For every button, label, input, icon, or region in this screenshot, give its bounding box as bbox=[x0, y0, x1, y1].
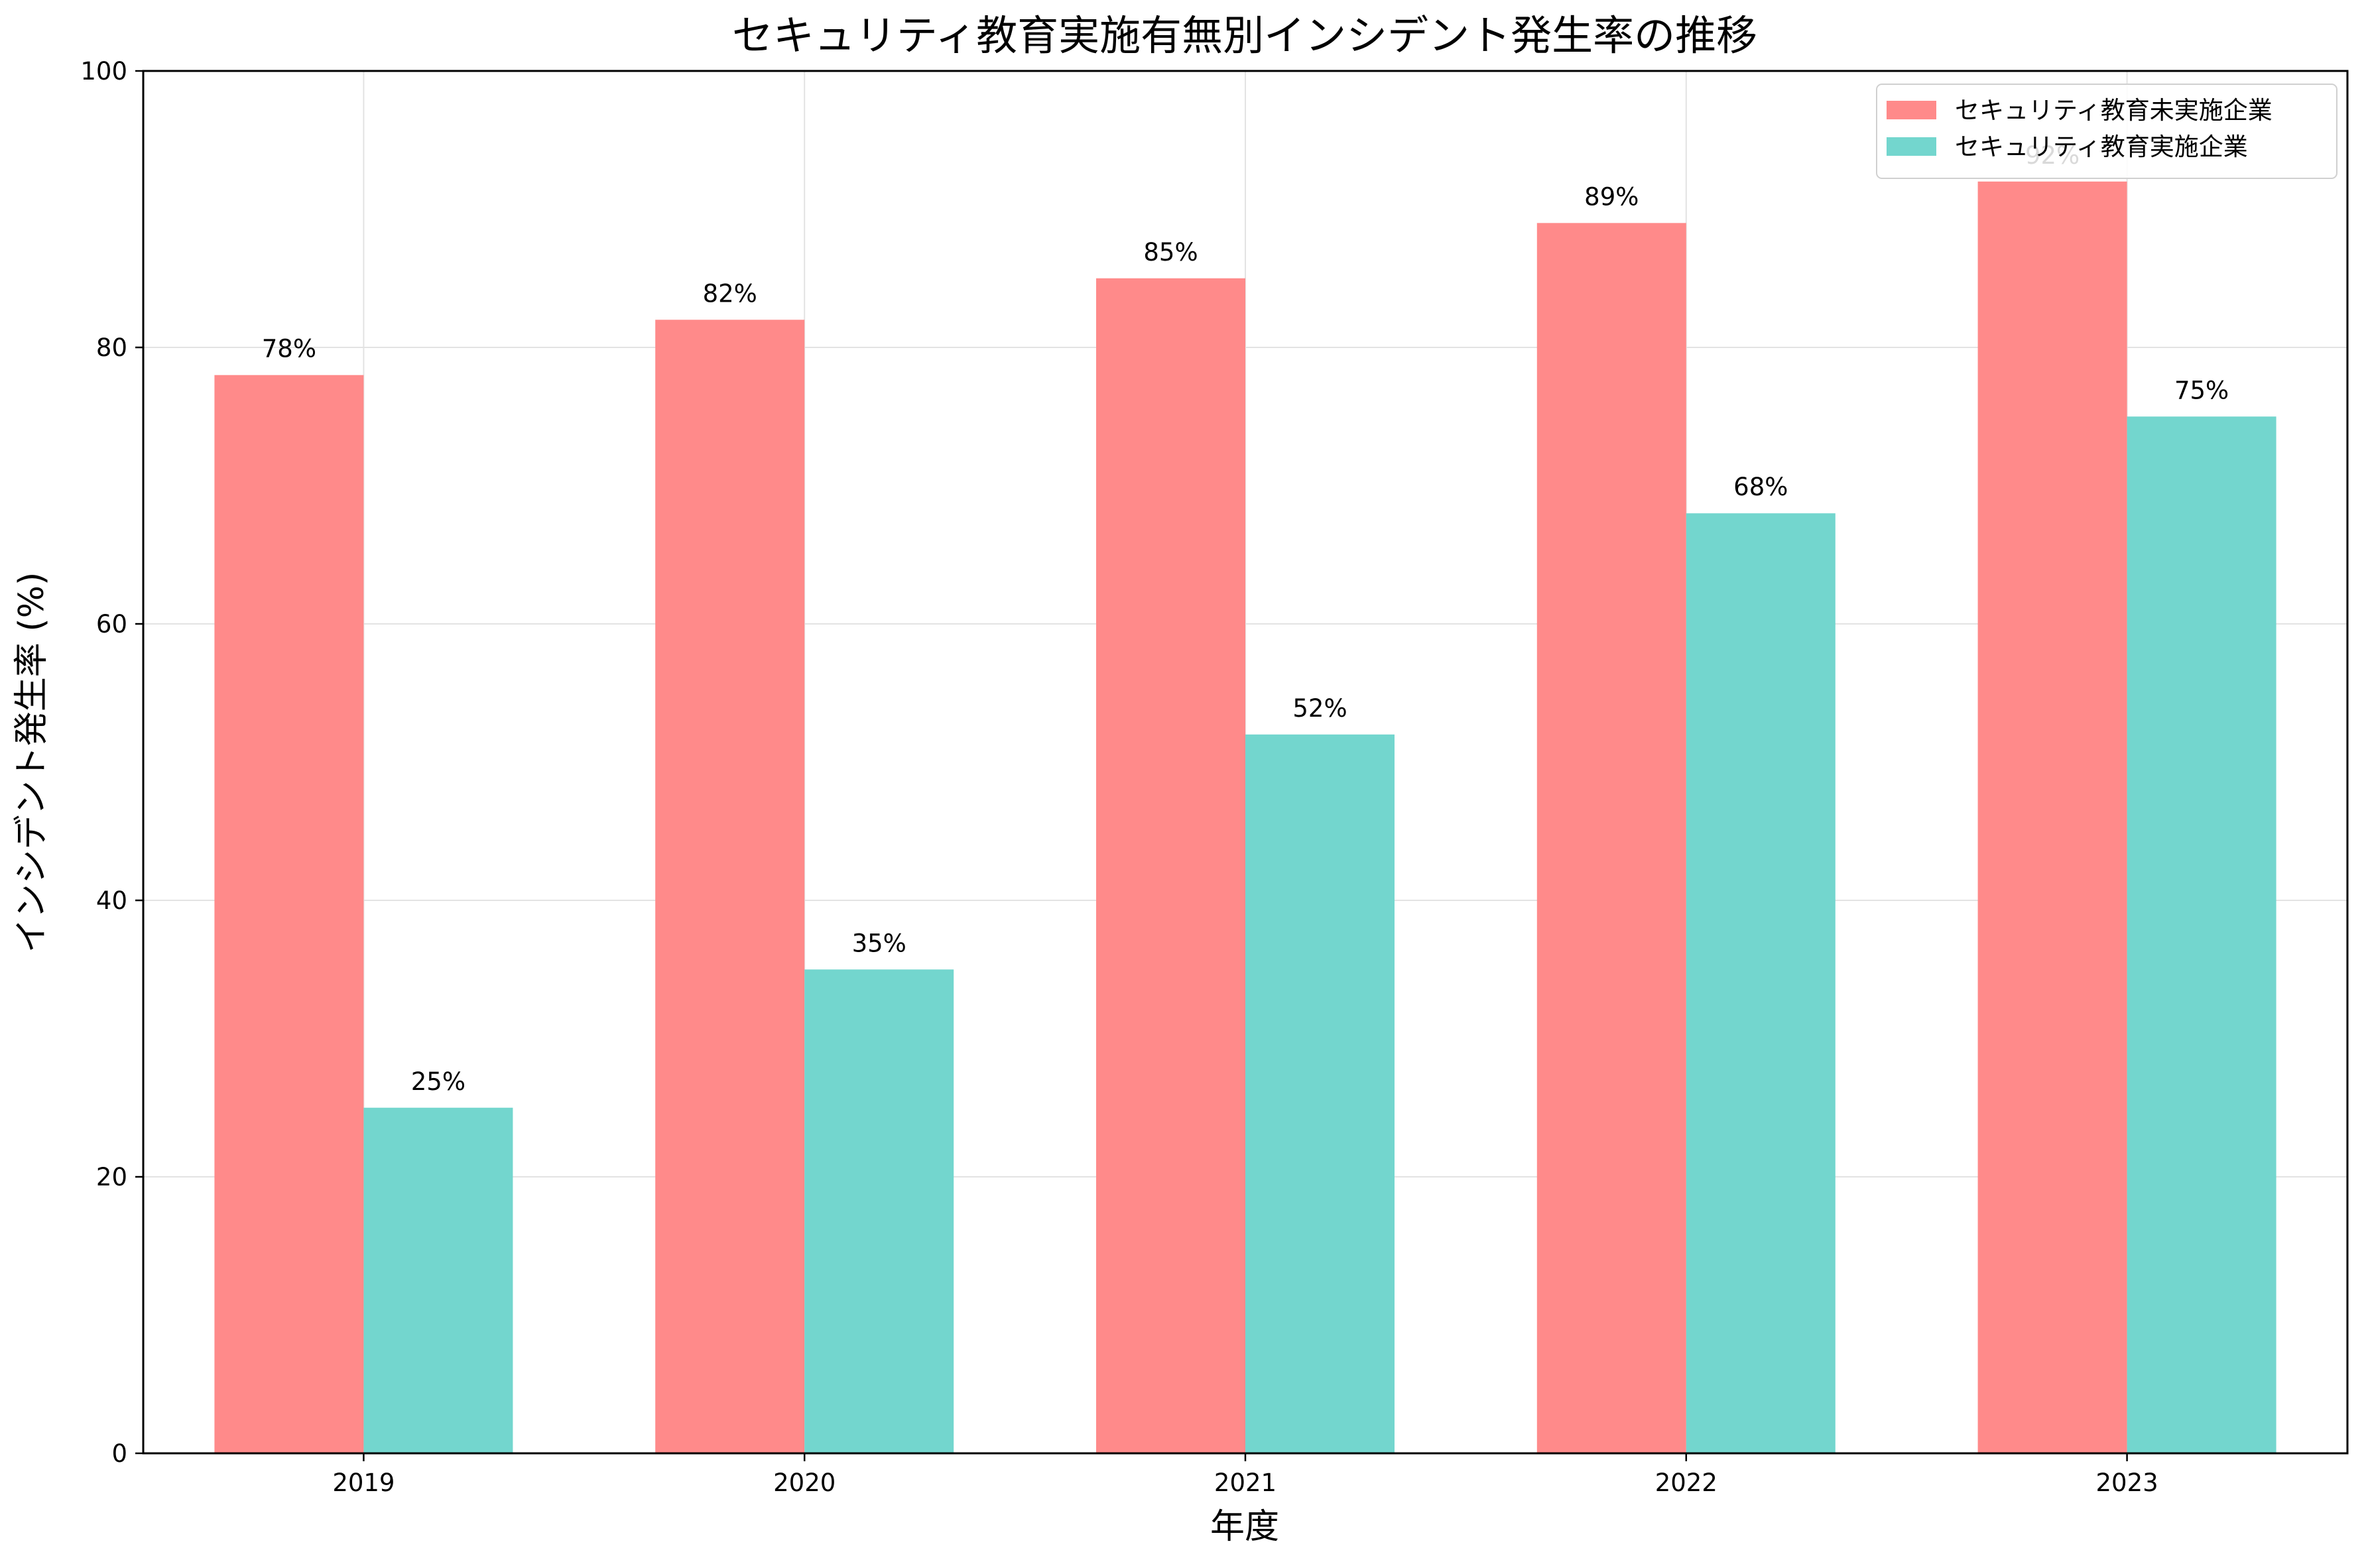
data-label: 25% bbox=[411, 1067, 466, 1096]
legend-swatch bbox=[1887, 137, 1936, 156]
bar-no-training bbox=[214, 375, 364, 1454]
data-label: 68% bbox=[1733, 473, 1788, 501]
chart-title: セキュリティ教育実施有無別インシデント発生率の推移 bbox=[732, 11, 1757, 60]
y-tick-label: 40 bbox=[96, 886, 127, 915]
x-tick-label: 2020 bbox=[773, 1469, 836, 1497]
bar-training bbox=[363, 1107, 513, 1453]
bar-training bbox=[1686, 513, 1836, 1454]
data-label: 85% bbox=[1143, 238, 1198, 267]
y-tick-label: 60 bbox=[96, 610, 127, 638]
y-axis-label: インシデント発生率 (%) bbox=[12, 572, 52, 953]
x-tick-label: 2021 bbox=[1214, 1469, 1276, 1497]
x-axis-label: 年度 bbox=[1210, 1507, 1279, 1547]
bar-no-training bbox=[1096, 278, 1245, 1453]
bar-training bbox=[2127, 416, 2276, 1453]
axis-ticks: 0 20 40 60 80 100 2019 2020 2021 2022 2023 bbox=[80, 57, 2158, 1497]
data-label: 35% bbox=[852, 929, 906, 957]
data-label: 82% bbox=[703, 279, 757, 308]
data-label: 75% bbox=[2174, 376, 2229, 404]
bar-no-training bbox=[1977, 181, 2127, 1453]
bar-no-training bbox=[655, 320, 805, 1453]
data-label: 78% bbox=[262, 335, 316, 363]
y-tick-label: 0 bbox=[111, 1439, 127, 1468]
legend-label: セキュリティ教育実施企業 bbox=[1955, 133, 2248, 161]
y-tick-label: 20 bbox=[96, 1163, 127, 1191]
bar-training bbox=[1245, 734, 1395, 1453]
bar-no-training bbox=[1536, 223, 1686, 1454]
legend-swatch bbox=[1887, 101, 1936, 119]
data-label: 89% bbox=[1584, 182, 1639, 211]
x-tick-label: 2022 bbox=[1655, 1469, 1717, 1497]
y-tick-label: 100 bbox=[80, 57, 127, 86]
legend-label: セキュリティ教育未実施企業 bbox=[1955, 96, 2273, 125]
legend-box bbox=[1876, 84, 2337, 179]
x-tick-label: 2019 bbox=[332, 1469, 395, 1497]
y-tick-label: 80 bbox=[96, 333, 127, 362]
data-label: 52% bbox=[1292, 694, 1347, 723]
bar-training bbox=[804, 969, 954, 1453]
bars bbox=[214, 181, 2276, 1454]
x-tick-label: 2023 bbox=[2096, 1469, 2158, 1497]
